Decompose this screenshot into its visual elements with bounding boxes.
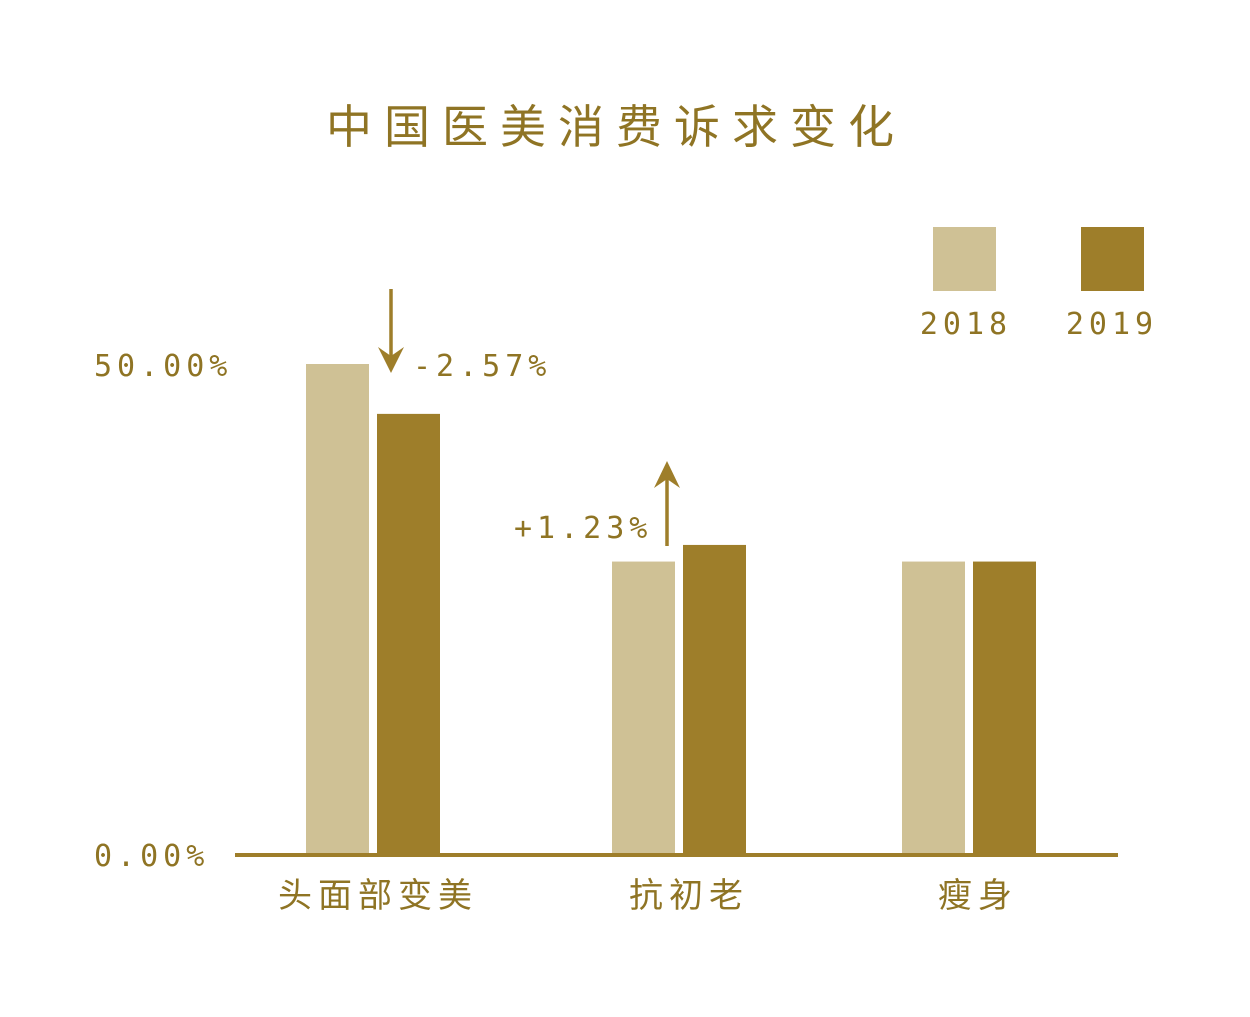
annotation-down: -2.57%: [378, 289, 551, 384]
bar-2019-2: [973, 561, 1036, 853]
bar-2018-1: [612, 561, 675, 853]
down-arrow-icon: [378, 347, 404, 373]
legend-label-2018: 2018: [920, 307, 1012, 342]
bar-2018-2: [902, 561, 965, 853]
x-tick-label-1: 抗初老: [629, 876, 749, 916]
legend-swatch-2018: [933, 227, 996, 291]
x-tick-label-0: 头面部变美: [278, 876, 478, 916]
annotation-label-1: +1.23%: [514, 511, 652, 546]
up-arrow-icon: [654, 461, 680, 488]
x-axis-labels: 头面部变美 抗初老 瘦身: [278, 876, 1018, 916]
legend-swatch-2019: [1081, 227, 1144, 291]
bar-2018-0: [306, 364, 369, 853]
annotation-up: +1.23%: [514, 461, 680, 546]
annotation-label-0: -2.57%: [413, 349, 551, 384]
bars: [306, 364, 1036, 853]
chart-title: 中国医美消费诉求变化: [326, 100, 906, 154]
legend: 2018 2019: [920, 227, 1158, 342]
y-tick-label-1: 50.00%: [94, 349, 232, 384]
y-axis-ticks: 0.00% 50.00%: [94, 349, 232, 874]
legend-label-2019: 2019: [1066, 307, 1158, 342]
bar-2019-1: [683, 544, 746, 853]
y-tick-label-0: 0.00%: [94, 839, 209, 874]
x-tick-label-2: 瘦身: [938, 876, 1018, 916]
bar-2019-0: [377, 413, 440, 853]
